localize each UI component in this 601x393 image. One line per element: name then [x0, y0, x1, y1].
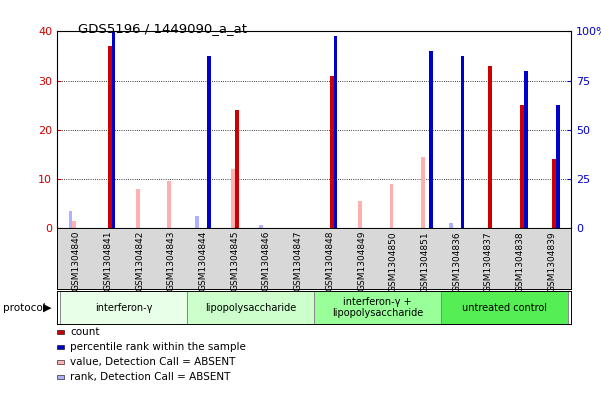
Bar: [520, 105, 524, 228]
Bar: [112, 12, 115, 228]
Text: GSM1304836: GSM1304836: [453, 231, 461, 292]
Text: ▶: ▶: [43, 303, 52, 313]
Text: GSM1304851: GSM1304851: [421, 231, 430, 292]
Bar: [259, 226, 263, 228]
Text: GSM1304848: GSM1304848: [325, 231, 334, 292]
Bar: [358, 201, 362, 228]
Bar: [524, 71, 528, 228]
Text: value, Detection Call = ABSENT: value, Detection Call = ABSENT: [70, 357, 236, 367]
Text: GSM1304850: GSM1304850: [389, 231, 398, 292]
Bar: [72, 220, 76, 228]
Bar: [207, 56, 210, 228]
Bar: [168, 181, 171, 228]
Bar: [314, 291, 441, 324]
Bar: [389, 184, 393, 228]
Bar: [235, 110, 239, 228]
Text: protocol: protocol: [3, 303, 46, 313]
Text: untreated control: untreated control: [462, 303, 547, 312]
Bar: [460, 56, 465, 228]
Text: GSM1304837: GSM1304837: [484, 231, 493, 292]
Bar: [187, 291, 314, 324]
Text: GSM1304840: GSM1304840: [72, 231, 81, 292]
Text: GSM1304839: GSM1304839: [548, 231, 557, 292]
Text: GSM1304843: GSM1304843: [167, 231, 175, 292]
Bar: [136, 189, 139, 228]
Text: GSM1304846: GSM1304846: [262, 231, 271, 292]
Text: GSM1304841: GSM1304841: [103, 231, 112, 292]
Text: GSM1304844: GSM1304844: [198, 231, 207, 291]
Bar: [69, 211, 72, 228]
Text: count: count: [70, 327, 100, 337]
Bar: [429, 51, 433, 228]
Bar: [334, 37, 338, 228]
Bar: [421, 157, 425, 228]
Text: percentile rank within the sample: percentile rank within the sample: [70, 342, 246, 352]
Text: GDS5196 / 1449090_a_at: GDS5196 / 1449090_a_at: [78, 22, 247, 35]
Text: lipopolysaccharide: lipopolysaccharide: [205, 303, 296, 312]
Bar: [552, 159, 556, 228]
Text: GSM1304849: GSM1304849: [357, 231, 366, 292]
Text: rank, Detection Call = ABSENT: rank, Detection Call = ABSENT: [70, 372, 231, 382]
Bar: [108, 46, 112, 228]
Text: GSM1304847: GSM1304847: [294, 231, 303, 292]
Bar: [489, 66, 492, 228]
Text: GSM1304842: GSM1304842: [135, 231, 144, 291]
Bar: [231, 169, 235, 228]
Text: interferon-γ +
lipopolysaccharide: interferon-γ + lipopolysaccharide: [332, 297, 423, 318]
Bar: [60, 291, 187, 324]
Text: GSM1304845: GSM1304845: [230, 231, 239, 292]
Bar: [330, 75, 334, 228]
Bar: [449, 223, 453, 228]
Bar: [195, 216, 199, 228]
Bar: [441, 291, 568, 324]
Text: GSM1304838: GSM1304838: [516, 231, 525, 292]
Text: interferon-γ: interferon-γ: [95, 303, 153, 312]
Bar: [556, 105, 560, 228]
